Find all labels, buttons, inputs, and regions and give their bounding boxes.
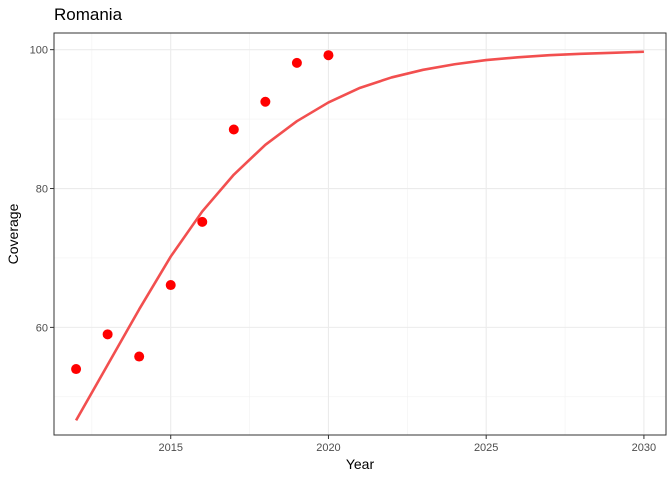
data-points (71, 50, 334, 375)
x-tick-label-2020: 2020 (316, 442, 340, 454)
y-axis-label: Coverage (5, 203, 21, 264)
y-tick-label-80: 80 (36, 184, 48, 196)
data-point-2018 (260, 96, 271, 107)
data-point-2019 (291, 57, 302, 68)
chart-title: Romania (54, 5, 123, 24)
data-point-2020 (323, 50, 334, 61)
x-tick-label-2030: 2030 (632, 442, 656, 454)
data-point-2017 (228, 124, 239, 135)
y-tick-label-60: 60 (36, 322, 48, 334)
data-point-2013 (102, 329, 113, 340)
x-tick-label-2015: 2015 (158, 442, 182, 454)
data-point-2012 (71, 364, 82, 375)
x-axis: 2015 2020 2025 2030 (158, 435, 656, 454)
data-point-2015 (165, 280, 176, 291)
grid (54, 33, 666, 435)
y-tick-label-100: 100 (30, 45, 48, 57)
data-point-2016 (197, 216, 208, 227)
y-axis: 60 80 100 (30, 45, 54, 334)
x-axis-label: Year (346, 456, 375, 472)
plot-panel (54, 33, 666, 435)
data-point-2014 (134, 351, 145, 362)
x-tick-label-2025: 2025 (474, 442, 498, 454)
fit-line (74, 50, 644, 422)
plot-border (53, 32, 667, 436)
